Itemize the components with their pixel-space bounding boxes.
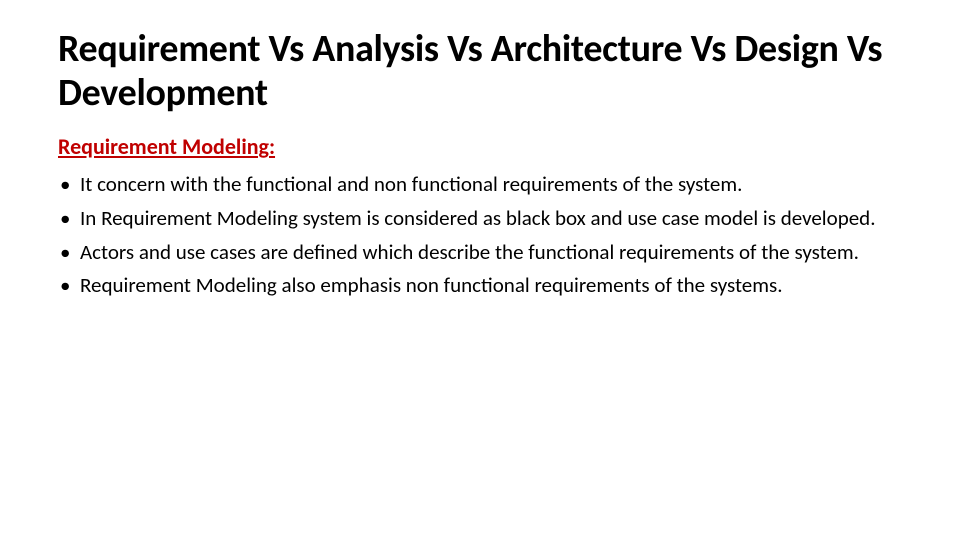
slide-container: Requirement Vs Analysis Vs Architecture … <box>0 0 960 540</box>
list-item: Actors and use cases are defined which d… <box>58 240 902 266</box>
list-item: In Requirement Modeling system is consid… <box>58 206 902 232</box>
slide-subheading: Requirement Modeling: <box>58 133 902 160</box>
bullet-list: It concern with the functional and non f… <box>58 172 902 298</box>
slide-title: Requirement Vs Analysis Vs Architecture … <box>58 28 902 115</box>
list-item: It concern with the functional and non f… <box>58 172 902 198</box>
list-item: Requirement Modeling also emphasis non f… <box>58 273 902 299</box>
